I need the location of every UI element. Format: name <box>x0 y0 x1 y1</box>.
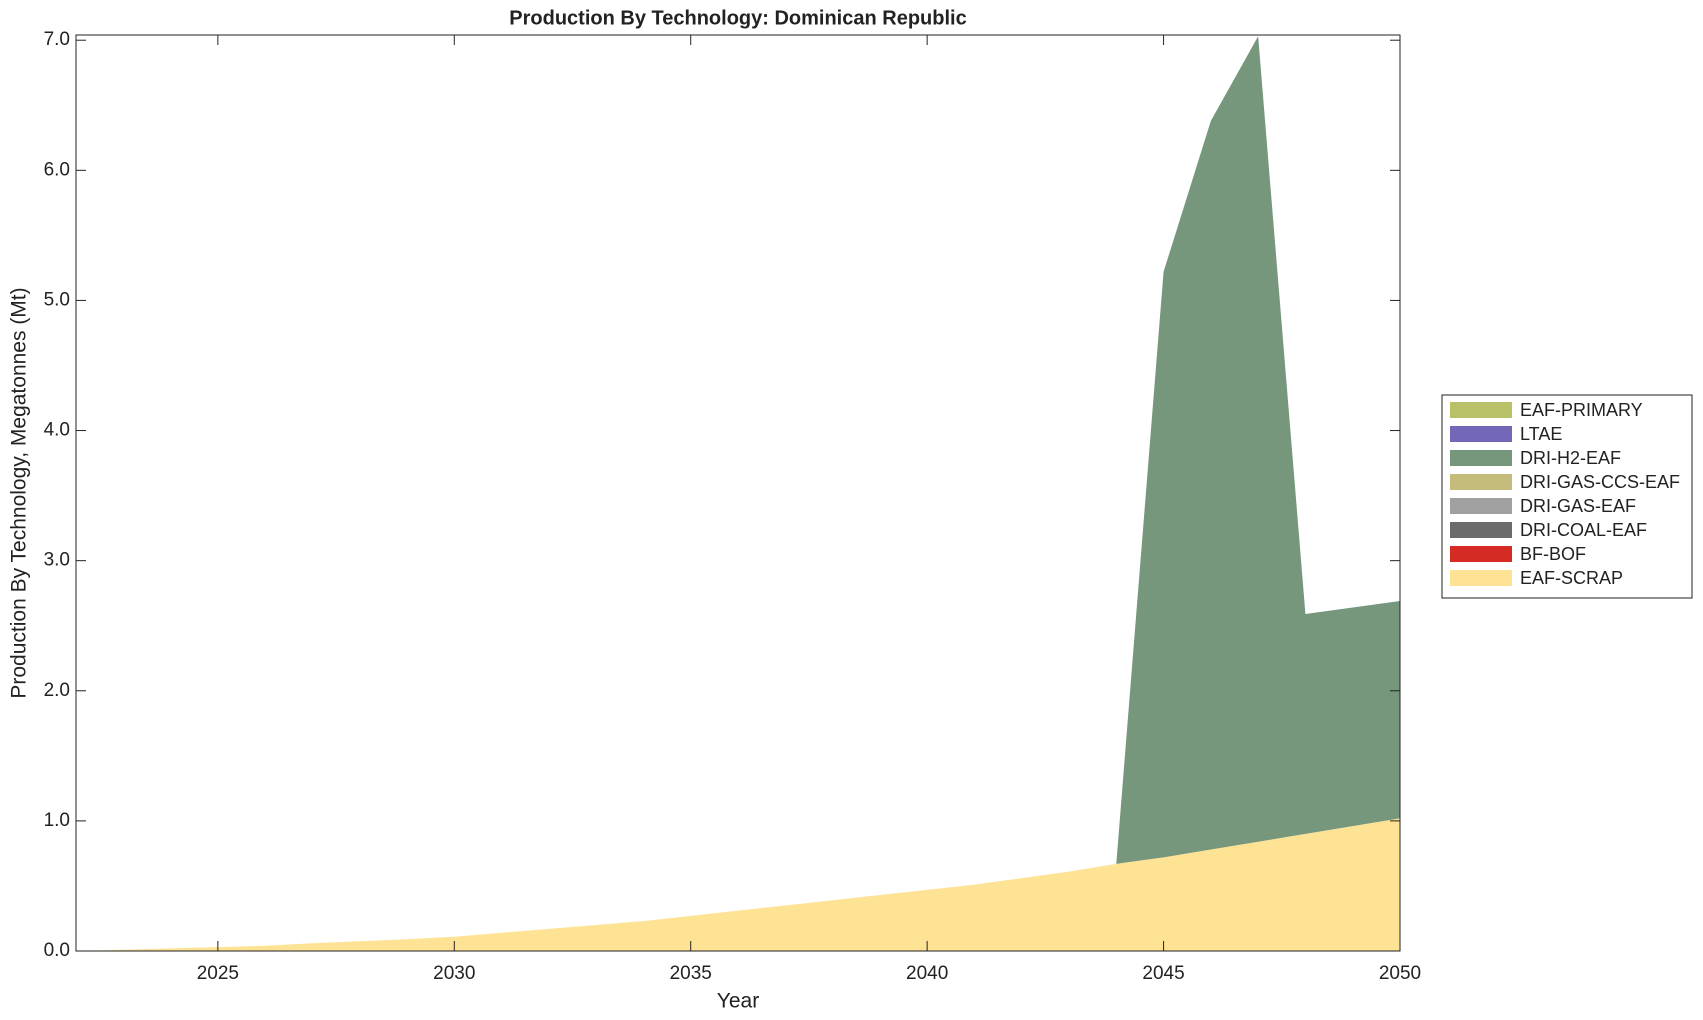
y-tick-label: 3.0 <box>44 550 70 571</box>
legend-swatch <box>1450 426 1512 442</box>
y-tick-label: 0.0 <box>44 940 70 961</box>
y-tick-label: 2.0 <box>44 680 70 701</box>
x-tick-label: 2040 <box>906 963 948 984</box>
chart-title: Production By Technology: Dominican Repu… <box>509 7 966 29</box>
legend-label: DRI-H2-EAF <box>1520 448 1621 468</box>
legend-label: DRI-COAL-EAF <box>1520 520 1647 540</box>
plot-frame <box>75 34 1401 952</box>
legend: EAF-PRIMARY LTAE DRI-H2-EAF DRI-GAS-CCS-EAF… <box>1441 394 1693 599</box>
legend-label: DRI-GAS-CCS-EAF <box>1520 472 1680 492</box>
y-tick-label: 5.0 <box>44 289 70 310</box>
y-tick-label: 1.0 <box>44 810 70 831</box>
y-tick-label: 7.0 <box>44 29 70 50</box>
area <box>76 818 1400 951</box>
legend-label: DRI-GAS-EAF <box>1520 496 1636 516</box>
x-tick-label: 2035 <box>670 963 712 984</box>
legend-label: BF-BOF <box>1520 544 1586 564</box>
legend-swatch <box>1450 546 1512 562</box>
y-axis-label: Production By Technology, Megatonnes (Mt… <box>8 287 31 698</box>
x-tick-label: 2045 <box>1142 963 1184 984</box>
x-axis-label: Year <box>717 990 759 1013</box>
legend-swatch <box>1450 474 1512 490</box>
x-tick-label: 2030 <box>433 963 475 984</box>
legend-swatch <box>1450 402 1512 418</box>
y-tick-label: 6.0 <box>44 159 70 180</box>
legend-label: EAF-SCRAP <box>1520 568 1623 588</box>
legend-label: EAF-PRIMARY <box>1520 400 1643 420</box>
legend-swatch <box>1450 450 1512 466</box>
legend-swatch <box>1450 498 1512 514</box>
y-tick-label: 4.0 <box>44 420 70 441</box>
legend-swatch <box>1450 522 1512 538</box>
x-tick-label: 2025 <box>197 963 239 984</box>
x-tick-label: 2050 <box>1379 963 1421 984</box>
legend-label: LTAE <box>1520 424 1562 444</box>
legend-swatch <box>1450 570 1512 586</box>
area <box>76 36 1400 951</box>
